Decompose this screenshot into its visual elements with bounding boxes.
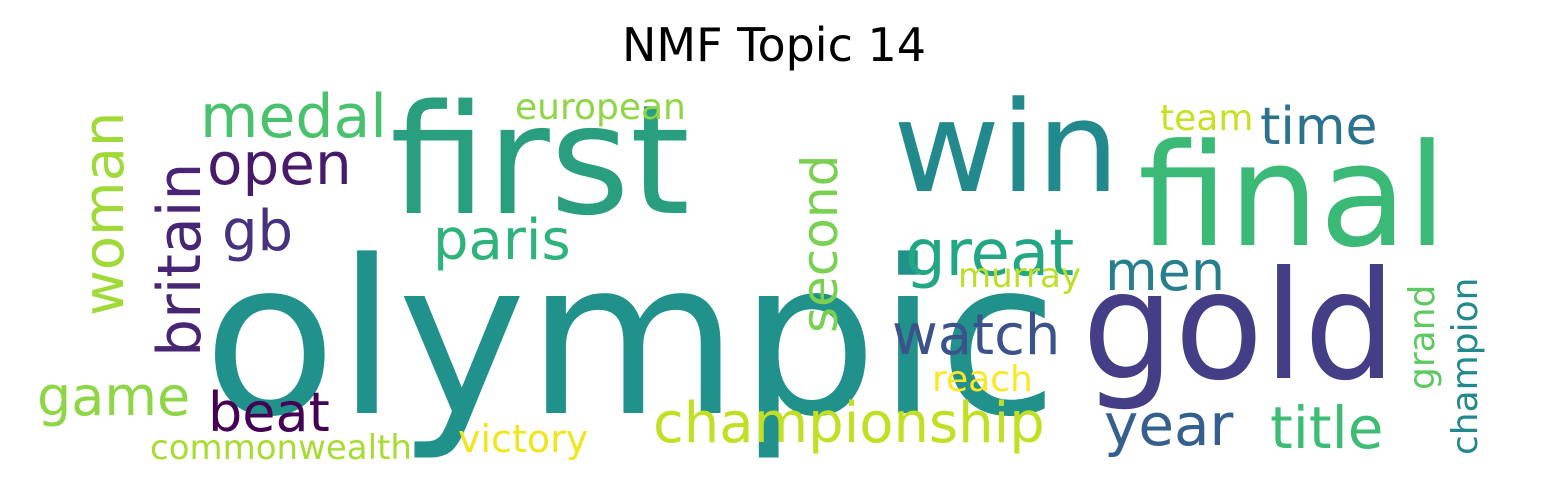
word-beat: beat	[208, 381, 330, 444]
figure-title: NMF Topic 14	[621, 18, 927, 72]
word-year: year	[1104, 391, 1234, 459]
word-european: european	[515, 87, 686, 128]
word-second: second	[791, 154, 849, 333]
word-britain: britain	[145, 162, 215, 357]
word-commonwealth: commonwealth	[150, 428, 412, 468]
word-reach: reach	[932, 359, 1033, 400]
word-murray: murray	[958, 256, 1081, 296]
word-team: team	[1160, 98, 1254, 139]
word-game: game	[37, 365, 191, 428]
word-title: title	[1270, 394, 1384, 462]
word-great: great	[905, 217, 1075, 291]
word-medal: medal	[200, 82, 387, 152]
word-watch: watch	[892, 303, 1061, 368]
word-time: time	[1260, 97, 1378, 157]
word-final: final	[1138, 114, 1447, 279]
word-championship: championship	[653, 391, 1045, 456]
word-first: first	[390, 72, 691, 249]
word-victory: victory	[458, 417, 589, 461]
word-olympic: olympic	[203, 215, 1059, 464]
word-gb: gb	[222, 199, 294, 264]
word-woman: woman	[72, 111, 137, 316]
word-gold: gold	[1082, 240, 1397, 414]
word-grand: grand	[1402, 284, 1443, 390]
word-paris: paris	[433, 208, 571, 273]
word-champion: champion	[1445, 277, 1486, 455]
word-win: win	[893, 74, 1120, 221]
word-open: open	[207, 130, 352, 198]
word-men: men	[1105, 240, 1226, 303]
